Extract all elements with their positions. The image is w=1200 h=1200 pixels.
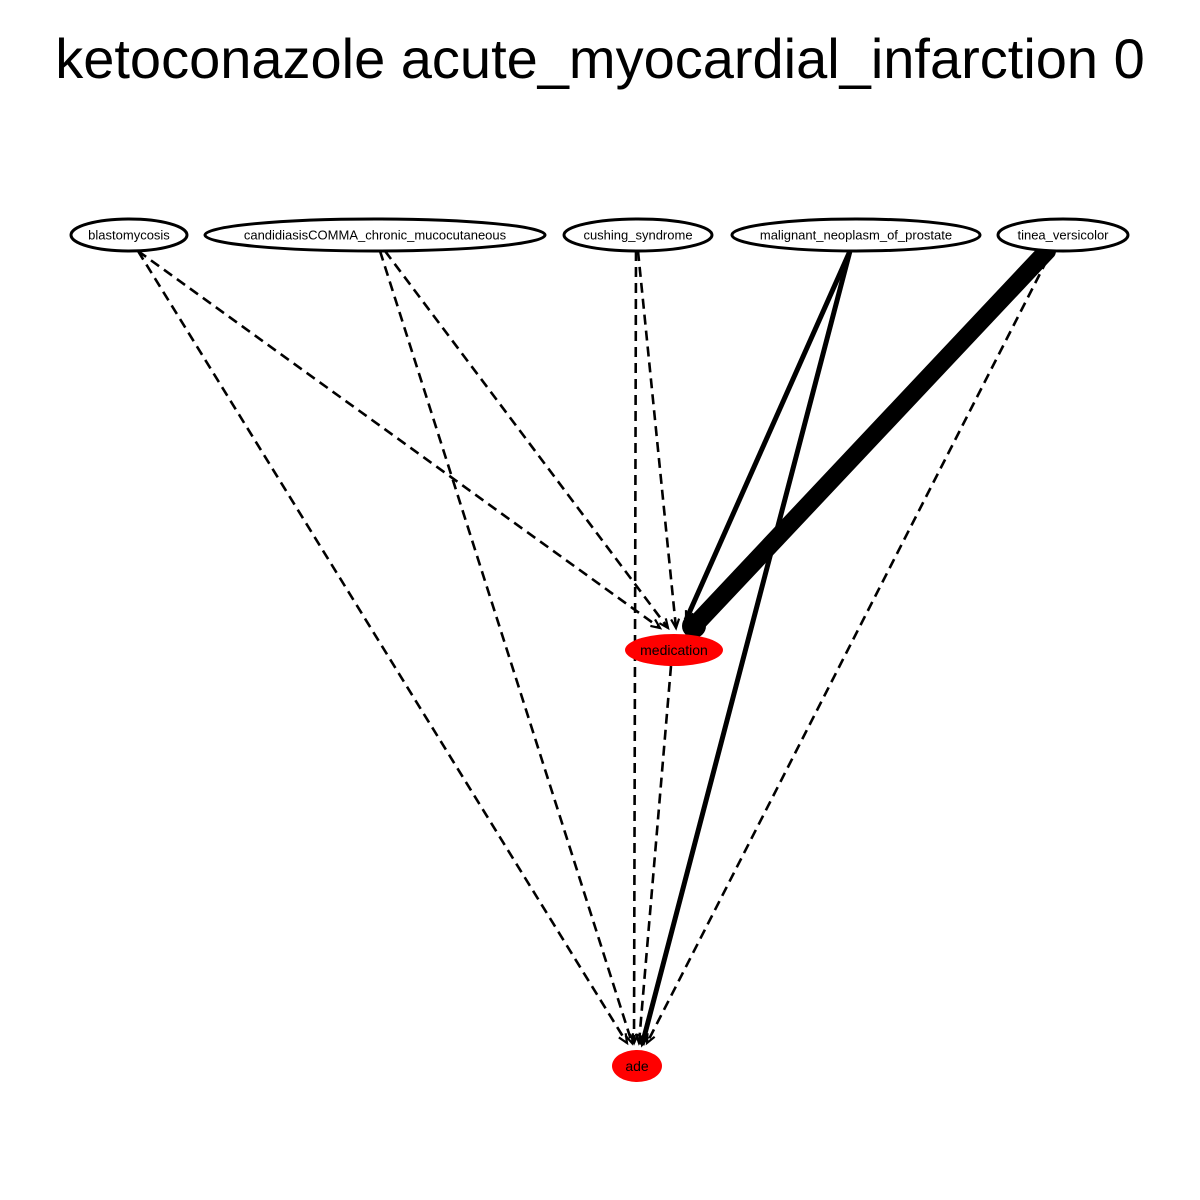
arrowhead-icon xyxy=(658,618,670,631)
edge-cushing-to-medication xyxy=(636,250,681,631)
node-tinea: tinea_versicolor xyxy=(996,217,1130,253)
edge-candidiasis-to-medication xyxy=(383,250,670,631)
edge-blastomycosis-to-ade xyxy=(136,250,629,1046)
edge-line xyxy=(683,249,853,622)
node-shape xyxy=(625,634,723,666)
node-label: medication xyxy=(640,642,708,658)
edge-line xyxy=(632,250,638,1044)
edge-endpoint xyxy=(682,614,706,638)
node-label: blastomycosis xyxy=(88,228,170,243)
arrowhead-icon xyxy=(634,1033,645,1046)
edge-line xyxy=(636,250,678,629)
node-shape xyxy=(612,1050,662,1082)
node-label: ade xyxy=(625,1058,649,1074)
edges-layer xyxy=(136,242,1056,1048)
arrowhead-icon xyxy=(650,618,663,630)
node-ade: ade xyxy=(612,1050,662,1082)
node-cushing: cushing_syndrome xyxy=(562,217,714,253)
edge-candidiasis-to-ade xyxy=(378,250,635,1046)
edge-line xyxy=(136,250,629,1044)
arrowhead-icon xyxy=(645,1033,656,1046)
graph-title: ketoconazole acute_myocardial_infarction… xyxy=(55,27,1145,90)
edge-medication-to-ade xyxy=(634,665,673,1046)
node-shape xyxy=(730,217,982,253)
arrowhead-icon xyxy=(670,618,681,631)
edge-line xyxy=(685,242,1056,635)
edge-line xyxy=(639,250,853,1046)
nodes-layer: blastomycosis candidiasisCOMMA_chronic_mu… xyxy=(69,217,1130,1082)
edge-tinea-to-ade xyxy=(645,259,1049,1046)
edge-line xyxy=(383,250,670,629)
node-shape xyxy=(69,217,189,253)
node-medication: medication xyxy=(625,634,723,666)
node-label: candidiasisCOMMA_chronic_mucocutaneous xyxy=(244,228,507,243)
node-label: tinea_versicolor xyxy=(1017,228,1109,243)
node-label: malignant_neoplasm_of_prostate xyxy=(760,228,952,243)
node-prostate: malignant_neoplasm_of_prostate xyxy=(730,217,982,253)
node-label: cushing_syndrome xyxy=(583,228,692,243)
edge-blastomycosis-to-medication xyxy=(137,249,663,630)
edge-line xyxy=(378,250,634,1044)
node-blastomycosis: blastomycosis xyxy=(69,217,189,253)
node-shape xyxy=(996,217,1130,253)
edge-line xyxy=(137,249,661,630)
node-shape xyxy=(562,217,714,253)
edge-line xyxy=(645,259,1049,1044)
node-shape xyxy=(203,217,547,253)
node-candidiasis: candidiasisCOMMA_chronic_mucocutaneous xyxy=(203,217,547,253)
edge-tinea-to-medication xyxy=(682,242,1056,638)
